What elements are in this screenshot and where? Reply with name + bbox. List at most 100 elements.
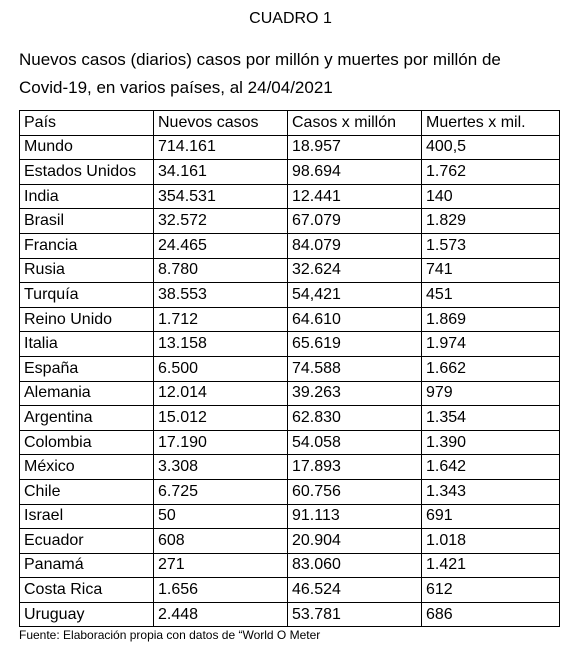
cell: Francia xyxy=(19,232,154,259)
cell: 67.079 xyxy=(287,208,422,234)
cell: 39.263 xyxy=(287,380,422,407)
cell: España xyxy=(19,355,154,382)
cell: Turquía xyxy=(19,282,154,308)
cell: Reino Unido xyxy=(19,306,154,333)
cell: 83.060 xyxy=(287,552,422,579)
cell: 741 xyxy=(421,257,560,284)
source-note: Fuente: Elaboración propia con datos de … xyxy=(19,628,321,642)
data-row: Costa Rica 1.656 46.524 612 xyxy=(19,577,560,603)
cell: 354.531 xyxy=(153,183,288,210)
cell: 53.781 xyxy=(287,601,422,628)
cell: 20.904 xyxy=(287,528,422,554)
cell: 1.421 xyxy=(421,552,560,579)
cell: 54.058 xyxy=(287,429,422,456)
data-row: Rusia 8.780 32.624 741 xyxy=(19,257,560,284)
cell: 8.780 xyxy=(153,257,288,284)
cell: 714.161 xyxy=(153,134,288,161)
data-row: Panamá 271 83.060 1.421 xyxy=(19,552,560,579)
data-row: Ecuador 608 20.904 1.018 xyxy=(19,528,560,554)
cell: 17.190 xyxy=(153,429,288,456)
cell: 18.957 xyxy=(287,134,422,161)
cell: 1.869 xyxy=(421,306,560,333)
cell: 1.573 xyxy=(421,232,560,259)
cell: 1.974 xyxy=(421,331,560,357)
cell: 50 xyxy=(153,503,288,530)
data-row: Turquía 38.553 54,421 451 xyxy=(19,282,560,308)
data-row: Alemania 12.014 39.263 979 xyxy=(19,380,560,407)
cell: 38.553 xyxy=(153,282,288,308)
cell: 6.725 xyxy=(153,478,288,505)
cell: 32.624 xyxy=(287,257,422,284)
cell: Chile xyxy=(19,478,154,505)
cell: Mundo xyxy=(19,134,154,161)
data-row: Reino Unido 1.712 64.610 1.869 xyxy=(19,306,560,333)
cell: 271 xyxy=(153,552,288,579)
cell: 1.762 xyxy=(421,159,560,185)
cell: 17.893 xyxy=(287,454,422,480)
data-row: Colombia 17.190 54.058 1.390 xyxy=(19,429,560,456)
data-row: España 6.500 74.588 1.662 xyxy=(19,355,560,382)
data-row: Francia 24.465 84.079 1.573 xyxy=(19,232,560,259)
cell: 91.113 xyxy=(287,503,422,530)
data-row: Argentina 15.012 62.830 1.354 xyxy=(19,405,560,431)
cell: 1.642 xyxy=(421,454,560,480)
cell: 54,421 xyxy=(287,282,422,308)
header-row: País Nuevos casos Casos x millón Muertes x … xyxy=(19,110,560,136)
data-row: Italia 13.158 65.619 1.974 xyxy=(19,331,560,357)
cell: 65.619 xyxy=(287,331,422,357)
cell: 979 xyxy=(421,380,560,407)
cell: 60.756 xyxy=(287,478,422,505)
title: CUADRO 1 xyxy=(249,10,332,27)
cell: Ecuador xyxy=(19,528,154,554)
cell: 1.343 xyxy=(421,478,560,505)
cell: Rusia xyxy=(19,257,154,284)
cell: 13.158 xyxy=(153,331,288,357)
cell: 451 xyxy=(421,282,560,308)
cell: 1.662 xyxy=(421,355,560,382)
cell: 12.014 xyxy=(153,380,288,407)
cell: País xyxy=(19,110,154,136)
cell: 32.572 xyxy=(153,208,288,234)
data-row: Chile 6.725 60.756 1.343 xyxy=(19,478,560,505)
cell: 2.448 xyxy=(153,601,288,628)
cell: Brasil xyxy=(19,208,154,234)
cell: México xyxy=(19,454,154,480)
cell: Casos x millón xyxy=(287,110,422,136)
cell: 12.441 xyxy=(287,183,422,210)
cell: India xyxy=(19,183,154,210)
cell: 6.500 xyxy=(153,355,288,382)
data-row: Israel 50 91.113 691 xyxy=(19,503,560,530)
cell: 1.354 xyxy=(421,405,560,431)
cell: Muertes x mil. xyxy=(421,110,560,136)
cell: 1.390 xyxy=(421,429,560,456)
cell: Panamá xyxy=(19,552,154,579)
cell: 64.610 xyxy=(287,306,422,333)
data-row: Uruguay 2.448 53.781 686 xyxy=(19,601,560,628)
data-row: India 354.531 12.441 140 xyxy=(19,183,560,210)
cell: 1.829 xyxy=(421,208,560,234)
cell: 3.308 xyxy=(153,454,288,480)
cell: 46.524 xyxy=(287,577,422,603)
cell: 84.079 xyxy=(287,232,422,259)
cell: 140 xyxy=(421,183,560,210)
cell: Alemania xyxy=(19,380,154,407)
cell: 608 xyxy=(153,528,288,554)
cell: 691 xyxy=(421,503,560,530)
cell: 98.694 xyxy=(287,159,422,185)
data-row: México 3.308 17.893 1.642 xyxy=(19,454,560,480)
cell: Estados Unidos xyxy=(19,159,154,185)
data-row: Estados Unidos 34.161 98.694 1.762 xyxy=(19,159,560,185)
cell: 1.712 xyxy=(153,306,288,333)
cell: Costa Rica xyxy=(19,577,154,603)
cell: 686 xyxy=(421,601,560,628)
cell: Colombia xyxy=(19,429,154,456)
subtitle: Nuevos casos (diarios) casos por millón … xyxy=(19,50,501,97)
cell: 612 xyxy=(421,577,560,603)
data-row: Brasil 32.572 67.079 1.829 xyxy=(19,208,560,234)
cell: 34.161 xyxy=(153,159,288,185)
cell: Argentina xyxy=(19,405,154,431)
cell: Israel xyxy=(19,503,154,530)
data-table: País Nuevos casos Casos x millón Muertes x … xyxy=(19,110,560,628)
cell: Uruguay xyxy=(19,601,154,628)
